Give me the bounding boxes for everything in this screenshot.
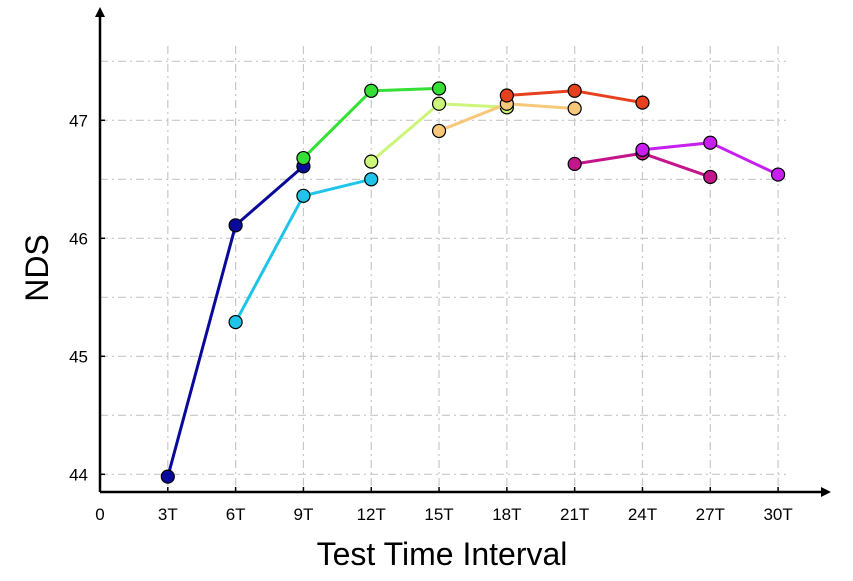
data-point <box>431 96 447 111</box>
x-tick-label: 24T <box>628 505 657 524</box>
y-axis-title: NDS <box>19 234 55 302</box>
series-0 <box>160 159 311 484</box>
series-2 <box>296 81 447 166</box>
x-tick-label: 27T <box>696 505 725 524</box>
series-7 <box>635 135 786 182</box>
series-5 <box>499 83 650 110</box>
data-point <box>296 150 311 166</box>
x-tick-labels: 0 3T 6T 9T 12T 15T 18T 21T 24T 27T 30T <box>95 487 793 524</box>
data-point <box>160 469 175 484</box>
data-point <box>364 154 379 169</box>
y-tick-labels: 44 45 46 47 <box>69 111 105 484</box>
x-tick-label: 15T <box>424 505 453 524</box>
x-tick-label: 6T <box>226 505 246 524</box>
axes <box>95 7 831 497</box>
series <box>160 81 786 484</box>
x-tick-label: 3T <box>158 505 178 524</box>
data-point <box>228 314 243 330</box>
x-tick-label: 0 <box>95 505 104 524</box>
y-tick-label: 47 <box>69 111 88 130</box>
data-point <box>567 83 582 98</box>
y-tick-label: 44 <box>69 465 88 484</box>
x-tick-label: 21T <box>560 505 589 524</box>
data-point <box>635 95 650 110</box>
y-tick-label: 45 <box>69 347 88 366</box>
series-1 <box>228 172 379 330</box>
data-point <box>296 188 311 203</box>
data-point <box>228 218 243 233</box>
x-tick-label: 9T <box>294 505 314 524</box>
data-point <box>770 167 786 182</box>
data-point <box>431 81 447 96</box>
data-point <box>567 101 582 116</box>
data-point <box>567 156 582 172</box>
data-point <box>364 172 379 187</box>
data-point <box>703 135 718 150</box>
data-point <box>635 142 650 157</box>
data-point <box>499 88 514 103</box>
y-tick-label: 46 <box>69 229 88 248</box>
x-tick-label: 18T <box>492 505 521 524</box>
x-tick-label: 30T <box>763 505 792 524</box>
x-axis-title: Test Time Interval <box>317 536 568 572</box>
data-point <box>431 123 447 139</box>
data-point <box>703 169 718 185</box>
data-point <box>364 83 379 98</box>
x-tick-label: 12T <box>357 505 386 524</box>
grid <box>100 46 786 492</box>
